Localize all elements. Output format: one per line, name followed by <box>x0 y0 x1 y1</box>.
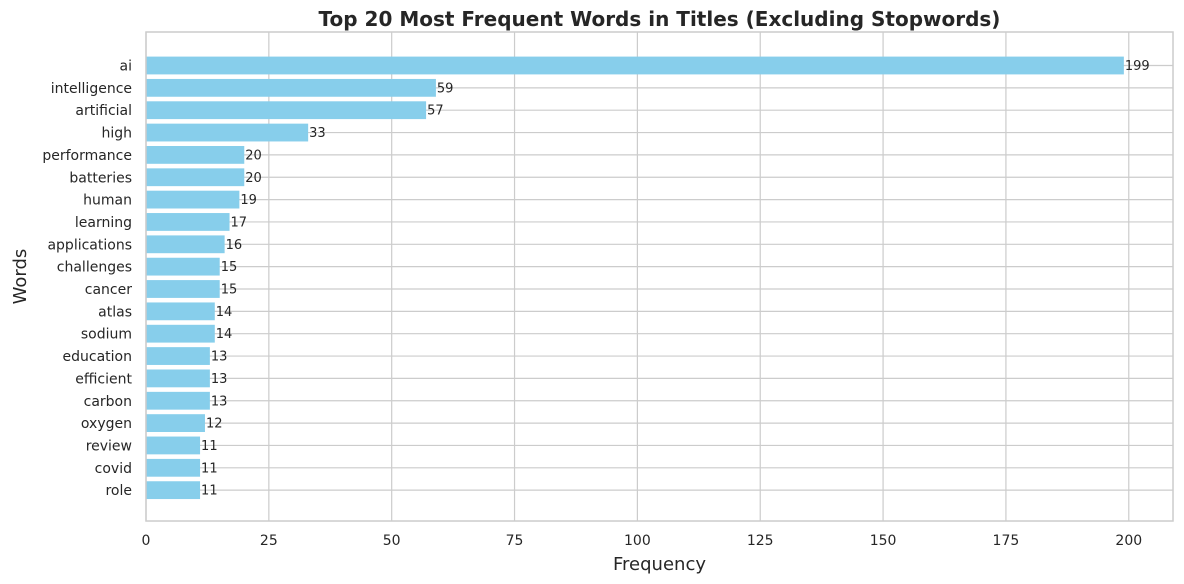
data-label: 33 <box>309 126 326 141</box>
data-label: 15 <box>221 260 238 275</box>
x-tick-label: 75 <box>506 533 524 549</box>
bar-atlas <box>146 302 215 321</box>
data-label: 14 <box>216 305 233 320</box>
data-label: 20 <box>245 148 262 163</box>
y-tick-label: performance <box>42 148 132 164</box>
y-tick-label: artificial <box>75 103 132 119</box>
bar-carbon <box>146 391 210 410</box>
bar-cancer <box>146 280 220 298</box>
bar-oxygen <box>146 414 205 432</box>
x-tick-label: 100 <box>624 533 651 549</box>
bar-learning <box>146 213 230 231</box>
data-label: 57 <box>427 104 444 119</box>
x-tick-label: 50 <box>383 533 401 549</box>
bar-challenges <box>146 257 220 276</box>
bar-human <box>146 190 240 209</box>
y-tick-label: applications <box>47 237 132 253</box>
bar-ai <box>146 56 1124 75</box>
y-tick-label: education <box>63 349 132 365</box>
x-tick-label: 25 <box>260 533 278 549</box>
bar-applications <box>146 235 225 254</box>
bar-role <box>146 481 201 500</box>
y-tick-label: sodium <box>81 327 132 343</box>
bar-performance <box>146 146 245 164</box>
y-tick-label: role <box>105 483 132 499</box>
bar-covid <box>146 458 201 477</box>
data-label: 13 <box>211 350 228 365</box>
bar-efficient <box>146 369 210 388</box>
data-label: 13 <box>211 394 228 409</box>
x-tick-label: 175 <box>993 533 1020 549</box>
x-tick-label: 125 <box>747 533 774 549</box>
bar-intelligence <box>146 78 436 97</box>
x-tick-label: 150 <box>870 533 897 549</box>
y-tick-label: cancer <box>85 282 132 298</box>
chart-title: Top 20 Most Frequent Words in Titles (Ex… <box>319 7 1001 31</box>
x-tick-label: 200 <box>1115 533 1142 549</box>
data-label: 19 <box>240 193 257 208</box>
bar-sodium <box>146 324 215 343</box>
x-axis-label: Frequency <box>613 554 706 575</box>
bar-artificial <box>146 101 427 120</box>
y-tick-label: human <box>83 193 132 209</box>
y-tick-label: batteries <box>69 170 132 186</box>
bars <box>146 56 1124 500</box>
y-axis-label: Words <box>10 249 31 305</box>
y-tick-label: oxygen <box>81 416 132 432</box>
data-label: 59 <box>437 81 454 96</box>
data-label: 16 <box>226 238 243 253</box>
x-tick-label: 0 <box>142 533 151 549</box>
y-tick-label: intelligence <box>51 81 132 97</box>
y-tick-label: efficient <box>75 371 132 387</box>
x-tick-labels: 0 25 50 75 100 125 150 175 200 <box>142 533 1143 549</box>
y-tick-label: challenges <box>57 260 132 276</box>
data-label: 12 <box>206 417 223 432</box>
y-tick-label: atlas <box>98 304 132 320</box>
data-label: 14 <box>216 327 233 342</box>
y-tick-labels: ai intelligence artificial high performance b… <box>42 59 132 500</box>
data-label: 15 <box>221 283 238 298</box>
bar-batteries <box>146 168 245 187</box>
plot-frame <box>145 31 1174 522</box>
y-tick-label: carbon <box>84 394 132 410</box>
data-label: 11 <box>201 439 218 454</box>
y-tick-label: covid <box>95 461 132 477</box>
bar-education <box>146 347 210 365</box>
y-tick-label: learning <box>75 215 132 231</box>
data-label: 11 <box>201 484 218 499</box>
bar-high <box>146 123 309 142</box>
data-label: 199 <box>1125 59 1150 74</box>
data-label: 20 <box>245 171 262 186</box>
y-tick-label: high <box>101 126 132 142</box>
data-labels: 199 59 57 33 20 20 19 17 16 15 15 14 14 13 13 13 12 11 11 1… <box>201 59 1150 499</box>
bar-review <box>146 436 201 455</box>
y-tick-label: review <box>86 438 132 454</box>
y-tick-label: ai <box>120 59 132 75</box>
data-label: 11 <box>201 461 218 476</box>
data-label: 17 <box>231 215 248 230</box>
data-label: 13 <box>211 372 228 387</box>
